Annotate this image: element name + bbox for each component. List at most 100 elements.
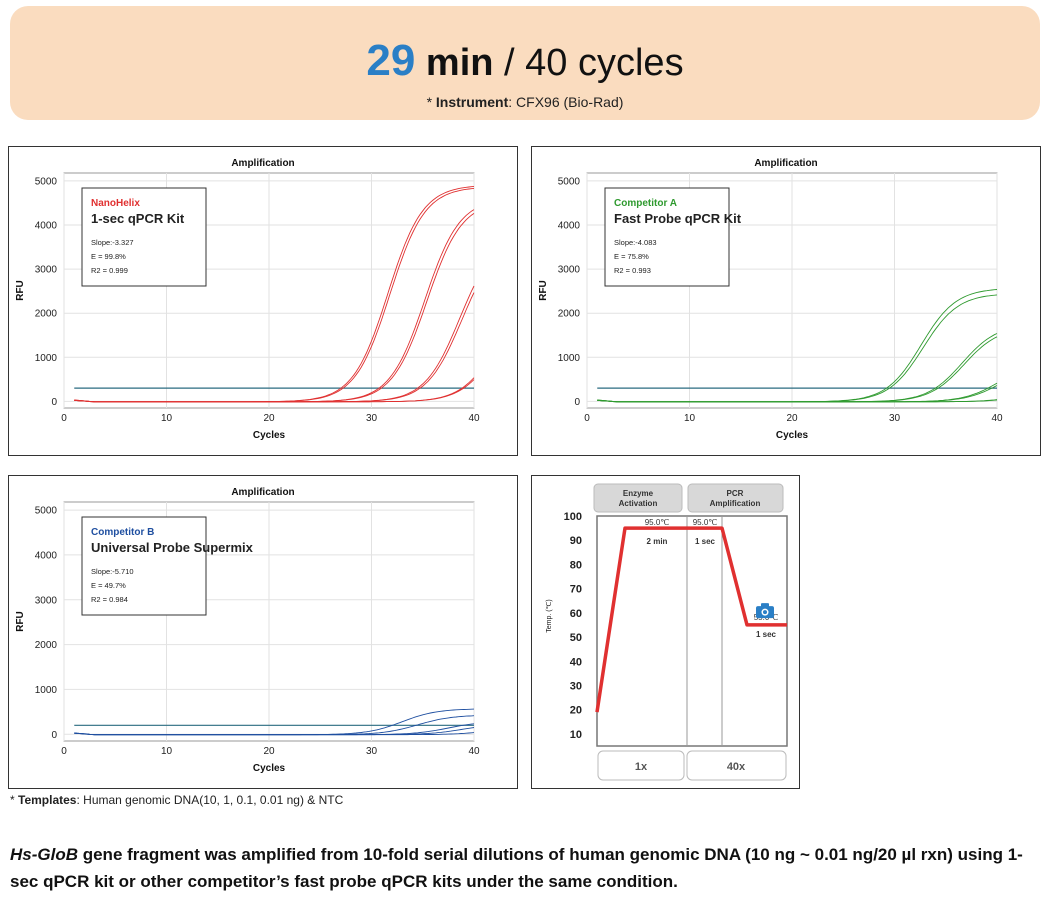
caption-text: gene fragment was amplified from 10-fold… <box>10 845 1023 891</box>
legend-product: Fast Probe qPCR Kit <box>614 211 742 226</box>
header-banner: 29 min / 40 cycles * Instrument: CFX96 (… <box>10 6 1040 120</box>
chart-title: Amplification <box>231 487 294 498</box>
chart-panel-nanohelix: Amplification 0 10 20 30 40 0 1000 2000 3000 4000 5… <box>8 146 518 456</box>
run-time-value: 29 <box>366 36 416 85</box>
y-tick-label: 2000 <box>35 640 58 651</box>
step-time-label: 1 sec <box>695 537 716 546</box>
temperature-profile-line <box>595 526 787 713</box>
gene-name: Hs-GloB <box>10 845 78 864</box>
x-tick-label: 30 <box>366 746 378 757</box>
figure-caption: Hs-GloB gene fragment was amplified from… <box>10 841 1045 895</box>
footnote-label: Templates <box>18 793 77 807</box>
x-tick-label: 40 <box>991 413 1003 424</box>
footnote-prefix: * <box>10 793 19 807</box>
temp-tick-label: 20 <box>570 705 582 717</box>
run-time-unit: min <box>425 42 494 84</box>
x-tick-label: 40 <box>468 413 480 424</box>
chart-panel-competitor-a: Amplification 0 10 20 30 40 0 1000 2000 3000 4000 5… <box>531 146 1041 456</box>
legend-efficiency: E = 49.7% <box>91 581 126 590</box>
y-axis-label: RFU <box>15 611 26 632</box>
x-tick-label: 20 <box>263 746 275 757</box>
x-tick-label: 0 <box>584 413 590 424</box>
x-axis-label: Cycles <box>253 763 286 774</box>
y-tick-label: 4000 <box>35 221 58 232</box>
chart-title: Amplification <box>231 158 294 169</box>
stage-label-line2: Activation <box>619 499 658 508</box>
repeat-label: 1x <box>635 761 648 773</box>
legend-r2: R2 = 0.999 <box>91 266 128 275</box>
repeat-box-stage2 <box>686 750 787 781</box>
y-tick-label: 1000 <box>35 685 58 696</box>
x-tick-label: 10 <box>161 746 173 757</box>
instrument-note: * Instrument: CFX96 (Bio-Rad) <box>10 94 1040 110</box>
legend-brand: Competitor B <box>91 527 154 538</box>
legend-product: 1-sec qPCR Kit <box>91 211 185 226</box>
templates-footnote: * Templates: Human genomic DNA(10, 1, 0.… <box>10 793 343 807</box>
legend-brand: NanoHelix <box>91 198 140 209</box>
repeat-box-stage1 <box>597 750 685 781</box>
temp-tick-label: 30 <box>570 680 582 692</box>
x-tick-label: 10 <box>684 413 696 424</box>
legend-box <box>604 187 730 287</box>
step-temp-label: 95.0℃ <box>693 518 718 527</box>
y-tick-label: 3000 <box>35 265 58 276</box>
legend-slope: Slope:-3.327 <box>91 238 134 247</box>
y-tick-label: 3000 <box>35 595 58 606</box>
instrument-label: Instrument <box>435 94 509 110</box>
temp-tick-label: 60 <box>570 608 582 620</box>
legend-efficiency: E = 75.8% <box>614 252 649 261</box>
step-time-label: 1 sec <box>756 630 777 639</box>
amplification-chart-nanohelix: Amplification 0 10 20 30 40 0 1000 2000 3000 4000 5… <box>15 158 480 441</box>
x-tick-label: 30 <box>889 413 901 424</box>
temp-axis-label: Temp. (℃) <box>546 599 553 633</box>
x-tick-label: 20 <box>786 413 798 424</box>
instrument-value: : CFX96 (Bio-Rad) <box>508 94 624 110</box>
cycle-count: / 40 cycles <box>504 42 684 84</box>
step-time-label: 2 min <box>647 537 668 546</box>
chart-panel-competitor-b: Amplification 0 10 20 30 40 0 1000 2000 3000 4000 5… <box>8 475 518 789</box>
x-tick-label: 0 <box>61 413 67 424</box>
temp-tick-label: 50 <box>570 632 582 644</box>
x-axis-label: Cycles <box>253 430 286 441</box>
camera-lens-inner <box>763 610 767 615</box>
y-tick-label: 5000 <box>558 176 581 187</box>
legend-r2: R2 = 0.984 <box>91 595 128 604</box>
chart-title: Amplification <box>754 158 817 169</box>
legend-brand: Competitor A <box>614 198 677 209</box>
stage-label-line2: Amplification <box>710 499 761 508</box>
stage-label-line1: PCR <box>727 489 744 498</box>
x-tick-label: 10 <box>161 413 173 424</box>
amplification-chart-competitor-a: Amplification 0 10 20 30 40 0 1000 2000 3000 4000 5… <box>538 158 1003 441</box>
y-tick-label: 1000 <box>35 353 58 364</box>
legend-slope: Slope:-5.710 <box>91 567 134 576</box>
camera-icon <box>756 603 774 619</box>
amplification-curve <box>597 399 998 403</box>
amplification-curve <box>74 379 475 403</box>
x-axis-label: Cycles <box>776 430 809 441</box>
stage-label-line1: Enzyme <box>623 489 654 498</box>
y-tick-label: 2000 <box>35 309 58 320</box>
y-tick-label: 3000 <box>558 265 581 276</box>
y-axis-label: RFU <box>538 280 549 301</box>
temp-tick-label: 80 <box>570 559 582 571</box>
y-tick-label: 5000 <box>35 506 58 517</box>
y-tick-label: 5000 <box>35 176 58 187</box>
x-tick-label: 40 <box>468 746 480 757</box>
temp-tick-label: 90 <box>570 535 582 547</box>
step-temp-label: 95.0℃ <box>645 518 670 527</box>
legend-slope: Slope:-4.083 <box>614 238 657 247</box>
run-time-headline: 29 min / 40 cycles <box>10 36 1040 86</box>
stage-label-pcr-amplification <box>687 483 784 513</box>
y-tick-label: 0 <box>51 397 57 408</box>
legend-r2: R2 = 0.993 <box>614 266 651 275</box>
x-tick-label: 20 <box>263 413 275 424</box>
footnote-text: : Human genomic DNA(10, 1, 0.1, 0.01 ng)… <box>76 793 344 807</box>
legend-efficiency: E = 99.8% <box>91 252 126 261</box>
amplification-curve <box>74 732 475 736</box>
temp-tick-label: 100 <box>564 511 582 523</box>
profile-plot-area <box>596 515 788 747</box>
y-tick-label: 4000 <box>35 550 58 561</box>
y-tick-label: 2000 <box>558 309 581 320</box>
camera-top <box>761 603 769 608</box>
